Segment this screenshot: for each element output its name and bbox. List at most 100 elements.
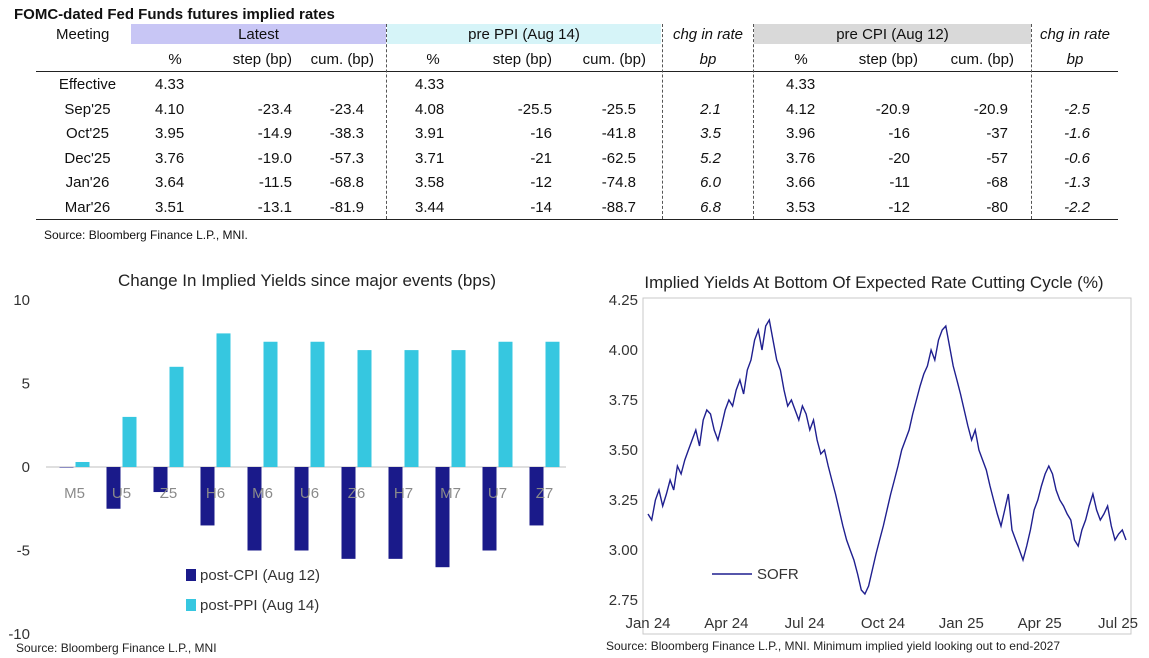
column-separator bbox=[662, 24, 663, 219]
table-cell: 6.8 bbox=[700, 198, 721, 216]
bar-x-tick-label: Z7 bbox=[536, 485, 554, 502]
meeting-label: Oct'25 bbox=[66, 125, 109, 142]
meeting-label: Mar'26 bbox=[64, 198, 111, 216]
bar-y-tick-label: 10 bbox=[13, 292, 30, 309]
table-cell: 3.64 bbox=[155, 174, 185, 191]
table-cell: -19.0 bbox=[257, 149, 292, 167]
table-cell: 4.12 bbox=[786, 100, 816, 118]
bar-y-tick-label: -10 bbox=[8, 626, 30, 643]
table-title: FOMC-dated Fed Funds futures implied rat… bbox=[14, 6, 335, 23]
table-cell: -1.6 bbox=[1064, 125, 1090, 142]
bottom-rule bbox=[36, 219, 1118, 220]
bar-x-tick-label: M6 bbox=[252, 485, 273, 502]
bar-chart-source: Source: Bloomberg Finance L.P., MNI bbox=[16, 641, 217, 655]
table-cell: -20.9 bbox=[875, 100, 910, 118]
post-ppi-bar-z6 bbox=[357, 350, 372, 467]
post-cpi-bar-m7 bbox=[435, 467, 450, 568]
post-ppi-bar-h6 bbox=[216, 333, 231, 467]
chg-rate-header-cpi: chg in rate bbox=[1039, 26, 1111, 43]
legend-label: post-CPI (Aug 12) bbox=[200, 567, 320, 584]
table-cell: 3.95 bbox=[155, 125, 185, 142]
bar-x-tick-label: H6 bbox=[206, 485, 225, 502]
table-cell: -68.8 bbox=[329, 174, 364, 191]
table-cell: -57.3 bbox=[329, 149, 364, 167]
table-cell: 4.33 bbox=[155, 76, 185, 93]
table-cell: -16 bbox=[888, 125, 910, 142]
table-cell: -2.5 bbox=[1064, 100, 1090, 118]
table-cell: -21 bbox=[530, 149, 552, 167]
post-cpi-bar-h6 bbox=[200, 467, 215, 526]
table-cell: -68 bbox=[986, 174, 1008, 191]
table-cell: 4.33 bbox=[786, 76, 816, 93]
meeting-label: Dec'25 bbox=[64, 149, 111, 167]
sub-header: % bbox=[168, 51, 182, 68]
table-cell: 2.1 bbox=[700, 100, 721, 118]
post-cpi-bar-z7 bbox=[529, 467, 544, 526]
meeting-label: Sep'25 bbox=[64, 100, 111, 118]
table-cell: -14.9 bbox=[257, 125, 292, 142]
post-ppi-bar-m5 bbox=[75, 461, 90, 467]
line-y-tick-label: 3.50 bbox=[609, 442, 638, 459]
table-cell: -16 bbox=[530, 125, 552, 142]
post-cpi-bar-z5 bbox=[153, 467, 168, 493]
sub-header: cum. (bp) bbox=[310, 51, 374, 68]
table-cell: -41.8 bbox=[601, 125, 636, 142]
line-chart-title: Implied Yields At Bottom Of Expected Rat… bbox=[644, 273, 1103, 292]
line-plot-frame bbox=[642, 297, 1132, 635]
table-cell: 6.0 bbox=[700, 174, 721, 191]
pre-ppi-header: pre PPI (Aug 14) bbox=[468, 26, 580, 43]
sub-header: step (bp) bbox=[858, 51, 918, 68]
line-x-tick-label: Apr 24 bbox=[704, 615, 748, 632]
legend-swatch bbox=[186, 569, 196, 581]
sofr-series-line bbox=[647, 318, 1127, 596]
column-separator bbox=[1031, 24, 1032, 219]
line-x-tick-label: Jan 24 bbox=[625, 615, 670, 632]
post-cpi-bar-u7 bbox=[482, 467, 497, 551]
bar-x-tick-label: H7 bbox=[394, 485, 413, 502]
sub-header: step (bp) bbox=[492, 51, 552, 68]
table-cell: 3.76 bbox=[786, 149, 816, 167]
bar-x-tick-label: Z6 bbox=[348, 485, 366, 502]
post-ppi-bar-z7 bbox=[545, 341, 560, 467]
legend-swatch bbox=[186, 599, 196, 611]
post-cpi-bar-u5 bbox=[106, 467, 121, 509]
line-chart: Implied Yields At Bottom Of Expected Rat… bbox=[606, 273, 1138, 653]
bar-y-tick-label: -5 bbox=[17, 543, 30, 560]
meeting-label: Jan'26 bbox=[65, 174, 110, 191]
sub-header: cum. (bp) bbox=[950, 51, 1014, 68]
post-cpi-bar-h7 bbox=[388, 467, 403, 559]
table-cell: 4.10 bbox=[155, 100, 185, 118]
meeting-label: Effective bbox=[58, 76, 117, 93]
table-cell: -25.5 bbox=[517, 100, 552, 118]
table-cell: -2.2 bbox=[1064, 198, 1090, 216]
table-cell: -25.5 bbox=[601, 100, 636, 118]
header-rule bbox=[36, 71, 1118, 72]
sub-header: step (bp) bbox=[232, 51, 292, 68]
table-cell: -1.3 bbox=[1064, 174, 1090, 191]
post-cpi-bar-u6 bbox=[294, 467, 309, 551]
sub-header: bp bbox=[1066, 51, 1084, 68]
bar-y-tick-label: 0 bbox=[22, 459, 30, 476]
table-source: Source: Bloomberg Finance L.P., MNI. bbox=[44, 228, 248, 242]
table-cell: -62.5 bbox=[601, 149, 636, 167]
pre-cpi-header-band bbox=[754, 24, 1031, 44]
line-x-tick-label: Oct 24 bbox=[861, 615, 905, 632]
pre-cpi-header: pre CPI (Aug 12) bbox=[836, 26, 949, 43]
line-x-tick-label: Apr 25 bbox=[1018, 615, 1062, 632]
table-cell: 3.51 bbox=[155, 198, 185, 216]
meeting-header: Meeting bbox=[56, 26, 110, 43]
table-cell: -20 bbox=[888, 149, 910, 167]
bar-y-tick-label: 5 bbox=[22, 376, 30, 393]
latest-header-band bbox=[131, 24, 386, 44]
table-cell: -57 bbox=[986, 149, 1008, 167]
line-x-tick-label: Jul 24 bbox=[785, 615, 825, 632]
table-cell: -11 bbox=[889, 174, 910, 191]
table-cell: -20.9 bbox=[973, 100, 1008, 118]
table-cell: -12 bbox=[888, 198, 910, 216]
post-cpi-bar-m6 bbox=[247, 467, 262, 551]
bar-x-tick-label: U5 bbox=[112, 485, 131, 502]
pre-ppi-header-band bbox=[387, 24, 661, 44]
chg-rate-header-ppi: chg in rate bbox=[672, 26, 744, 43]
table-cell: 3.71 bbox=[415, 149, 445, 167]
table-cell: -74.8 bbox=[601, 174, 636, 191]
